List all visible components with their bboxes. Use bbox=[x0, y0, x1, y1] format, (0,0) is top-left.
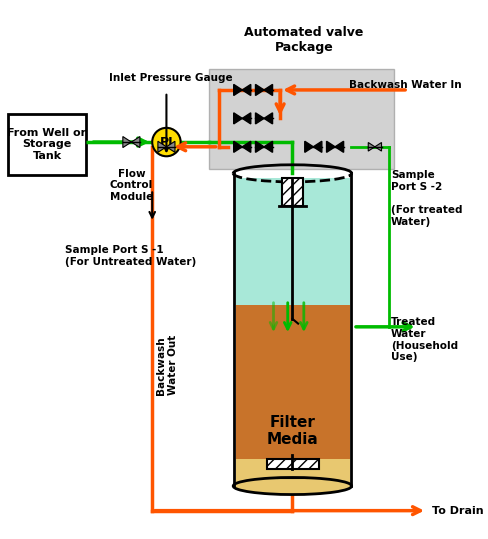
Bar bbox=[282, 178, 303, 206]
Bar bbox=[236, 178, 350, 305]
Text: Automated valve
Package: Automated valve Package bbox=[244, 25, 364, 53]
Polygon shape bbox=[234, 141, 242, 153]
Text: Backwash
Water Out: Backwash Water Out bbox=[156, 335, 178, 395]
Polygon shape bbox=[242, 85, 251, 95]
Polygon shape bbox=[256, 141, 264, 153]
Polygon shape bbox=[158, 141, 166, 153]
Polygon shape bbox=[264, 113, 273, 124]
Ellipse shape bbox=[233, 478, 352, 495]
Polygon shape bbox=[368, 142, 375, 151]
Text: Sample
Port S -2

(For treated
Water): Sample Port S -2 (For treated Water) bbox=[391, 170, 463, 227]
Text: From Well or
Storage
Tank: From Well or Storage Tank bbox=[7, 128, 86, 161]
Text: Treated
Water
(Household
Use): Treated Water (Household Use) bbox=[391, 317, 458, 362]
Text: PI: PI bbox=[160, 135, 173, 149]
Polygon shape bbox=[264, 141, 273, 153]
Bar bbox=[209, 69, 394, 169]
Polygon shape bbox=[234, 85, 242, 95]
Polygon shape bbox=[335, 141, 344, 153]
Polygon shape bbox=[242, 113, 251, 124]
Text: Backwash Water In: Backwash Water In bbox=[349, 80, 462, 90]
Bar bbox=[267, 459, 319, 469]
Text: To Drain: To Drain bbox=[432, 506, 483, 516]
Polygon shape bbox=[256, 85, 264, 95]
Bar bbox=[236, 459, 350, 483]
Bar bbox=[8, 114, 86, 175]
Polygon shape bbox=[131, 136, 140, 148]
Polygon shape bbox=[123, 136, 131, 148]
Polygon shape bbox=[234, 113, 242, 124]
Polygon shape bbox=[326, 141, 335, 153]
Polygon shape bbox=[242, 141, 251, 153]
Text: Filter
Media: Filter Media bbox=[266, 415, 318, 447]
Text: Flow
Control
Module: Flow Control Module bbox=[110, 169, 153, 202]
Text: Sample Port S -1
(For Untreated Water): Sample Port S -1 (For Untreated Water) bbox=[65, 245, 196, 267]
Polygon shape bbox=[166, 141, 175, 153]
Circle shape bbox=[152, 128, 181, 156]
Polygon shape bbox=[256, 113, 264, 124]
Polygon shape bbox=[375, 142, 382, 151]
Polygon shape bbox=[264, 85, 273, 95]
Bar bbox=[234, 174, 352, 486]
Bar bbox=[236, 305, 350, 459]
Text: Inlet Pressure Gauge: Inlet Pressure Gauge bbox=[109, 73, 233, 83]
Polygon shape bbox=[313, 141, 322, 153]
Polygon shape bbox=[305, 141, 313, 153]
